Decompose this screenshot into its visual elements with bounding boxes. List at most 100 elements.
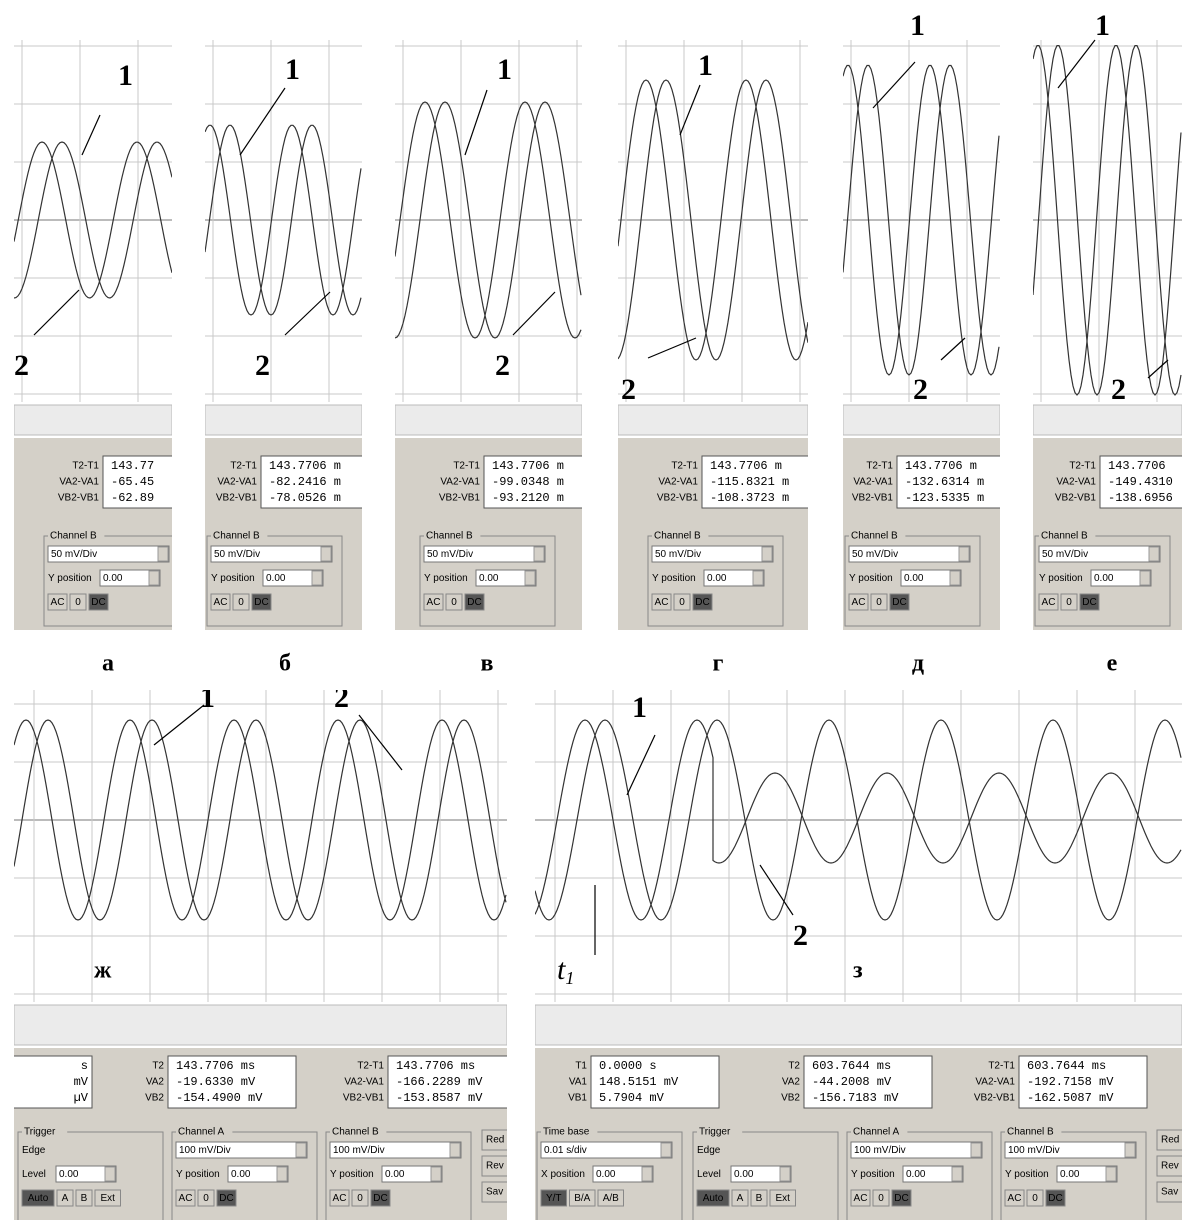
row-label: Y position [1005,1169,1049,1180]
curve-label: 2 [793,919,808,952]
readout-value: -99.0348 m [492,475,564,489]
readout-value: 143.77 [111,459,154,473]
readout-value: 0.0000 s [599,1059,657,1073]
readout-value: -78.0526 m [269,491,341,505]
readout-label: T2-T1 [453,461,480,472]
field-value: 0.00 [1094,573,1114,584]
row-label: Level [22,1169,46,1180]
readout-value: 5.7904 mV [599,1091,665,1105]
readout-value: 143.7706 m [710,459,782,473]
readout-value: µV [74,1091,89,1105]
curve-label: 1 [118,59,133,92]
field-value: 0.00 [479,573,499,584]
field-value: 0.00 [231,1169,251,1180]
button-label: AC [333,1193,347,1204]
curve-label: 2 [913,373,928,406]
button-label: DC [695,597,709,608]
curve-label: 1 [910,9,925,42]
readout-label: T2-T1 [1069,461,1096,472]
readout-value: mV [74,1075,89,1089]
group-title: Channel B [213,531,260,542]
readout-label: VA2-VA1 [217,477,257,488]
button-label: 0 [238,597,244,608]
readout-value: 143.7706 m [269,459,341,473]
spinner [431,1167,441,1181]
scope-panel: 12T2-T1143.7706 mVA2-VA1-99.0348 mVB2-VB… [395,40,612,630]
group-title: Channel B [426,531,473,542]
readout-label: VB2-VB1 [657,493,699,504]
readout-label: T2 [788,1061,800,1072]
scope-panel: 12T2-T1143.7706VA2-VA1-149.4310VB2-VB1-1… [1033,9,1182,630]
readout-value: -154.4900 mV [176,1091,263,1105]
side-button-label: Sav [486,1187,503,1198]
spinner [1140,571,1150,585]
field-value: 50 mV/Div [214,549,260,560]
marker-subscript: 1 [565,968,574,988]
button-label: B [756,1193,763,1204]
readout-value: 143.7706 [1108,459,1166,473]
readout-value: -65.45 [111,475,154,489]
spinner [296,1143,306,1157]
button-label: 0 [1066,597,1072,608]
row-label: Edge [697,1145,721,1156]
group-title: Time base [543,1127,590,1138]
spinner [661,1143,671,1157]
readout-value: -62.89 [111,491,154,505]
panel-letter: ж [94,958,112,984]
field-value: 0.00 [906,1169,926,1180]
spinner [753,571,763,585]
readout-value: -115.8321 m [710,475,789,489]
readout-label: VB2-VB1 [974,1093,1016,1104]
spinner [525,571,535,585]
scope-panel: 12зt1T10.0000 sVA1148.5151 mVVB15.7904 m… [535,690,1182,1220]
button-label: 0 [679,597,685,608]
panel-letter: в [481,651,494,677]
button-label: 0 [357,1193,363,1204]
field-value: 0.00 [734,1169,754,1180]
button-label: Auto [703,1193,724,1204]
readout-label: VB1 [568,1093,587,1104]
button-label: DC [467,597,481,608]
button-label: Y/T [546,1193,562,1204]
button-label: AC [1008,1193,1022,1204]
group-title: Channel B [1041,531,1088,542]
group-title: Channel B [851,531,898,542]
scope-panel: 12T2-T1143.7706 mVA2-VA1-132.6314 mVB2-V… [843,9,1025,630]
curve-label: 1 [632,691,647,724]
readout-label: VA2 [146,1077,165,1088]
field-value: 0.00 [266,573,286,584]
row-label: Y position [851,1169,895,1180]
button-label: AC [854,1193,868,1204]
side-button-label: Sav [1161,1187,1178,1198]
readout-value: 148.5151 mV [599,1075,679,1089]
spinner [105,1167,115,1181]
scroll-bar [618,405,808,435]
button-label: 0 [203,1193,209,1204]
readout-label: VB2 [145,1093,164,1104]
button-label: AC [214,597,228,608]
button-label: 0 [451,597,457,608]
field-value: 0.01 s/div [544,1145,587,1156]
button-label: AC [179,1193,193,1204]
readout-value: 143.7706 m [905,459,977,473]
readout-label: VB2-VB1 [439,493,481,504]
curve-label: 2 [14,349,29,382]
button-label: DC [254,597,268,608]
row-label: Edge [22,1145,46,1156]
scope-panel: 12T2-T1143.7706 mVA2-VA1-115.8321 mVB2-V… [618,40,830,630]
field-value: 0.00 [59,1169,79,1180]
curve-label: 2 [334,681,349,714]
group-title: Channel B [654,531,701,542]
spinner [950,571,960,585]
curve-label: 1 [497,53,512,86]
readout-label: VA2-VA1 [1056,477,1096,488]
button-label: A/B [603,1193,619,1204]
readout-label: T2-T1 [72,461,99,472]
readout-label: VB2-VB1 [1055,493,1097,504]
readout-label: T2-T1 [357,1061,384,1072]
readout-label: T2-T1 [230,461,257,472]
readout-value: -138.6956 [1108,491,1173,505]
field-value: 0.00 [596,1169,616,1180]
side-button-label: Red [1161,1135,1179,1146]
button-label: DC [91,597,105,608]
